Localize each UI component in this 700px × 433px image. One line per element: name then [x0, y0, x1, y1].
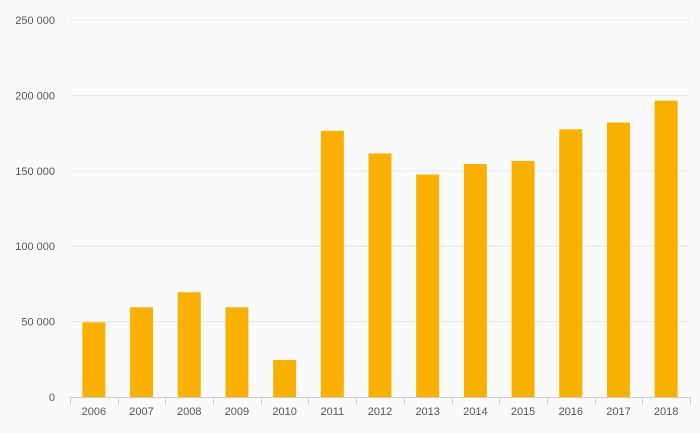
x-tick-label: 2007 [129, 406, 153, 418]
bars [82, 100, 678, 397]
bar-2014 [463, 164, 487, 397]
x-axis-tick-labels: 2006 2007 2008 2009 2010 2011 2012 2013 2014 2015… [82, 406, 679, 418]
x-tick-label: 2017 [606, 406, 630, 418]
y-tick-label: 250 000 [15, 15, 55, 27]
y-tick-label: 200 000 [15, 90, 55, 102]
bar-2017 [606, 122, 630, 397]
bar-2009 [225, 307, 249, 397]
y-tick-label: 0 [49, 392, 55, 404]
x-tick-label: 2015 [511, 406, 535, 418]
bar-2012 [368, 153, 392, 397]
x-tick-label: 2018 [654, 406, 678, 418]
x-tick-label: 2006 [82, 406, 106, 418]
x-tick-label: 2010 [272, 406, 296, 418]
y-axis-tick-labels: 0 50 000 100 000 150 000 200 000 250 000 [15, 15, 55, 404]
x-tick-label: 2012 [368, 406, 392, 418]
x-tick-label: 2008 [177, 406, 201, 418]
x-tick-label: 2016 [559, 406, 583, 418]
bar-2007 [130, 307, 154, 397]
x-tick-label: 2009 [225, 406, 249, 418]
x-tick-label: 2011 [320, 406, 344, 418]
bar-2018 [654, 100, 678, 397]
x-tick-label: 2014 [463, 406, 487, 418]
bar-2011 [320, 130, 344, 397]
bar-2006 [82, 322, 106, 397]
x-axis [70, 397, 691, 405]
y-tick-label: 100 000 [15, 241, 55, 253]
bar-2015 [511, 160, 535, 397]
bar-2013 [416, 174, 440, 397]
x-tick-label: 2013 [415, 406, 439, 418]
bar-2008 [177, 292, 201, 397]
bar-2010 [273, 360, 297, 397]
y-tick-label: 150 000 [15, 166, 55, 178]
y-tick-label: 50 000 [21, 317, 55, 329]
bar-2016 [559, 129, 583, 397]
